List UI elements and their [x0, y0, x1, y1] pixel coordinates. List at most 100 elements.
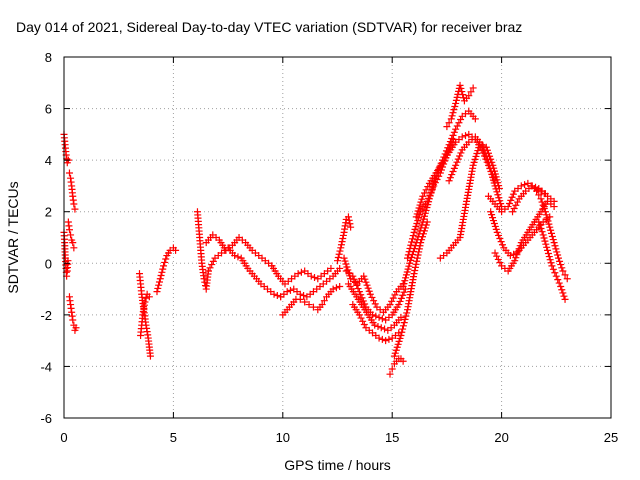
- data-point: [400, 319, 408, 327]
- data-point: [391, 349, 399, 357]
- data-point: [283, 288, 291, 296]
- data-point: [402, 312, 410, 320]
- data-point: [294, 270, 302, 278]
- data-point: [415, 230, 423, 238]
- data-point: [273, 292, 281, 300]
- data-point: [456, 81, 464, 89]
- data-point: [558, 286, 566, 294]
- data-point: [162, 255, 170, 263]
- data-point: [411, 263, 419, 271]
- y-tick-label: 0: [45, 256, 52, 271]
- data-point: [416, 201, 424, 209]
- data-point: [510, 204, 518, 212]
- x-tick-label: 10: [276, 430, 290, 445]
- data-point: [497, 238, 505, 246]
- data-point: [487, 208, 495, 216]
- data-point: [557, 282, 565, 290]
- data-point: [452, 96, 460, 104]
- data-point: [479, 144, 487, 152]
- data-point: [544, 246, 552, 254]
- series-s14: [279, 282, 344, 319]
- data-point: [412, 213, 420, 221]
- data-point: [543, 243, 551, 251]
- data-point: [336, 264, 344, 272]
- data-point: [448, 112, 456, 120]
- y-tick-label: -6: [40, 411, 52, 426]
- data-point: [65, 226, 73, 234]
- data-point: [399, 291, 407, 299]
- data-point: [334, 257, 341, 265]
- data-point: [377, 324, 385, 332]
- data-point: [509, 190, 517, 198]
- data-point: [445, 177, 453, 185]
- data-point: [300, 292, 308, 300]
- data-point: [370, 297, 378, 305]
- data-point: [350, 275, 358, 283]
- data-point: [405, 248, 413, 256]
- data-point: [449, 167, 457, 175]
- data-point: [424, 183, 432, 191]
- data-point: [426, 191, 434, 199]
- data-point: [409, 232, 417, 240]
- data-point: [396, 334, 404, 342]
- data-point: [371, 300, 379, 308]
- data-point: [469, 84, 477, 92]
- series-s1: [60, 130, 72, 167]
- data-point: [363, 281, 371, 289]
- data-point: [141, 298, 149, 306]
- data-point: [418, 221, 426, 229]
- data-point: [172, 246, 180, 254]
- data-point: [410, 270, 418, 278]
- data-point: [410, 228, 418, 236]
- data-point: [548, 262, 556, 270]
- data-point: [559, 267, 567, 275]
- data-point: [465, 92, 473, 100]
- data-point: [540, 204, 548, 212]
- data-point: [445, 119, 453, 127]
- data-point: [270, 290, 278, 298]
- data-point: [544, 249, 552, 257]
- data-point: [490, 220, 498, 228]
- data-point: [536, 221, 544, 229]
- data-point: [471, 115, 479, 123]
- data-point: [406, 244, 414, 252]
- data-point: [412, 222, 420, 230]
- grid-lines: [64, 57, 611, 418]
- data-point: [386, 370, 394, 378]
- data-point: [397, 294, 405, 302]
- data-point: [533, 187, 541, 195]
- data-point: [385, 335, 393, 343]
- data-point: [349, 272, 357, 280]
- data-point: [419, 192, 427, 200]
- data-point: [504, 203, 512, 211]
- data-point: [209, 257, 217, 265]
- data-point: [395, 337, 403, 345]
- series-s16: [340, 254, 407, 316]
- data-point: [488, 211, 496, 219]
- data-point: [411, 267, 419, 275]
- data-point: [491, 182, 499, 190]
- data-point: [399, 357, 407, 365]
- data-point: [428, 185, 436, 193]
- data-point: [394, 340, 402, 348]
- data-point: [353, 281, 361, 289]
- data-point: [338, 238, 346, 246]
- data-point: [413, 210, 421, 218]
- data-point: [458, 133, 466, 141]
- data-point: [399, 325, 407, 333]
- data-point: [555, 279, 563, 287]
- data-point: [358, 294, 366, 302]
- data-point: [507, 196, 515, 204]
- data-point: [390, 352, 398, 360]
- data-point: [296, 295, 304, 303]
- data-point: [430, 182, 438, 190]
- data-point: [549, 236, 557, 244]
- data-point: [155, 278, 163, 286]
- y-axis-title: SDTVAR / TECUs: [5, 181, 21, 293]
- data-point: [145, 293, 153, 301]
- data-point: [159, 265, 167, 273]
- data-point: [392, 346, 400, 354]
- data-point: [554, 251, 562, 259]
- data-point: [470, 158, 478, 166]
- data-point: [558, 264, 566, 272]
